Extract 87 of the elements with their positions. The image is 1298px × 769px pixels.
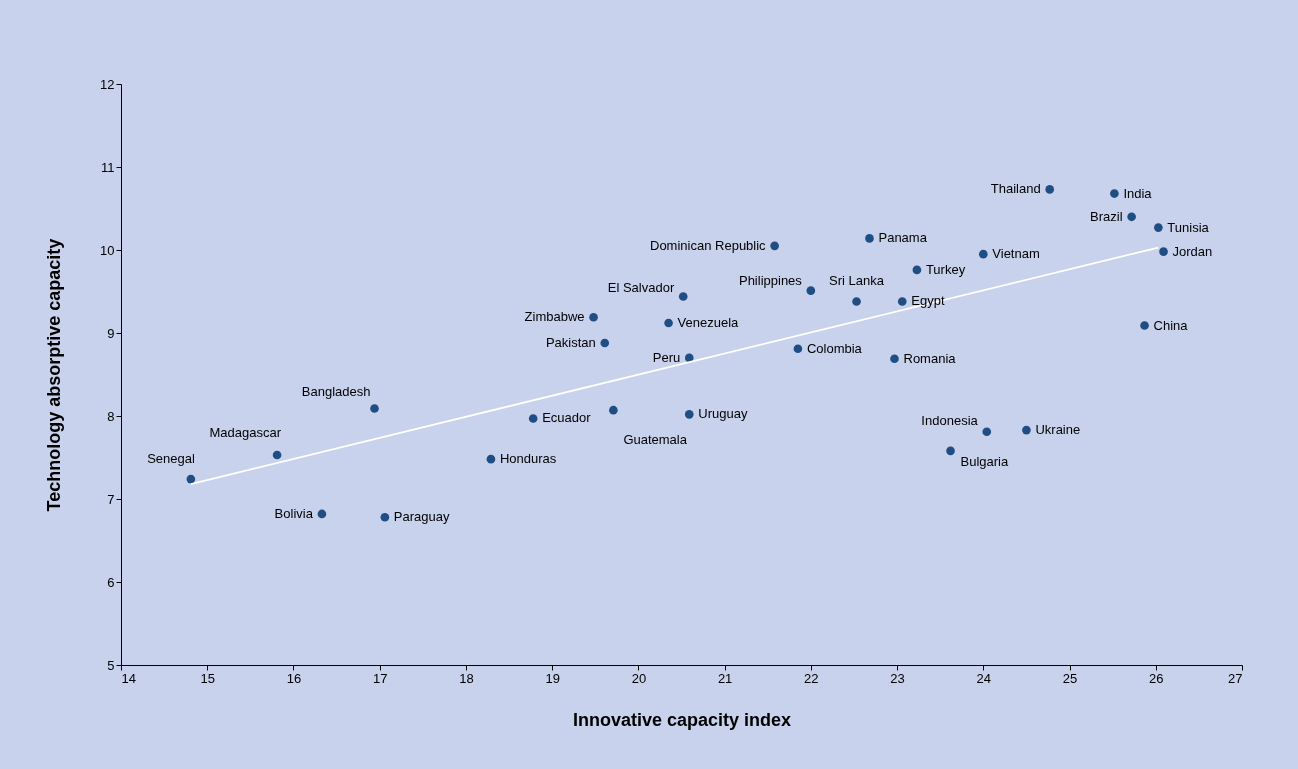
point — [982, 427, 992, 437]
annotation: Ukraine — [1035, 422, 1081, 438]
annotation: Venezuela — [677, 315, 740, 331]
x-tick-label: 24 — [976, 670, 992, 686]
x-tick-label: 14 — [121, 670, 136, 686]
annotation: Philippines — [738, 272, 803, 288]
x-tick-label: 20 — [631, 670, 647, 686]
point — [1154, 223, 1163, 232]
point — [946, 446, 955, 456]
annotation: Peru — [652, 349, 681, 365]
annotation: El Salvador — [607, 280, 675, 296]
point — [380, 512, 390, 522]
point — [589, 312, 598, 322]
annotation: Romania — [903, 350, 957, 366]
annotation: Vietnam — [992, 246, 1040, 262]
annotation: Bangladesh — [301, 383, 371, 399]
x-tick-label: 23 — [890, 670, 905, 686]
point — [528, 414, 538, 423]
point — [609, 405, 618, 415]
point — [1045, 185, 1055, 194]
point — [486, 454, 496, 464]
annotation: Guatemala — [623, 432, 688, 448]
annotation: Colombia — [806, 340, 863, 356]
annotation: Bolivia — [274, 505, 314, 521]
annotation: China — [1153, 317, 1189, 333]
annotation: Jordan — [1172, 243, 1213, 259]
annotation: Paraguay — [393, 509, 451, 525]
point — [865, 234, 874, 243]
point — [890, 354, 899, 364]
annotation: Dominican Republic — [650, 237, 767, 253]
annotation: India — [1123, 185, 1153, 201]
x-tick-label: 27 — [1228, 670, 1243, 686]
annotation: Brazil — [1090, 208, 1123, 224]
point — [806, 286, 816, 295]
annotation: Madagascar — [209, 425, 282, 441]
x-tick-label: 26 — [1149, 670, 1164, 686]
point — [912, 265, 922, 275]
y-axis-title: Technology absorptive capacity — [44, 238, 65, 512]
annotation: Panama — [878, 230, 928, 246]
annotation: Bulgaria — [960, 453, 1010, 469]
point — [978, 249, 988, 259]
point — [186, 474, 196, 484]
x-tick-label: 18 — [459, 670, 474, 686]
annotation: Senegal — [147, 451, 195, 467]
point — [793, 344, 803, 354]
y-tick-label: 11 — [101, 159, 115, 175]
point — [1127, 212, 1136, 222]
point — [1110, 189, 1119, 198]
annotation: Tunisia — [1167, 219, 1210, 235]
point — [684, 410, 694, 419]
annotation: Indonesia — [921, 412, 979, 428]
point — [852, 297, 861, 306]
x-tick-label: 16 — [286, 670, 302, 686]
y-tick-label: 5 — [107, 657, 115, 673]
annotation: Sri Lanka — [829, 273, 885, 289]
x-tick-label: 15 — [200, 670, 215, 686]
annotation: Egypt — [911, 293, 945, 309]
point — [272, 450, 282, 460]
point — [1159, 247, 1168, 256]
point — [678, 292, 688, 301]
y-tick-label: 9 — [107, 325, 115, 341]
annotation: Thailand — [990, 181, 1041, 197]
y-tick-label: 6 — [107, 574, 115, 590]
point — [770, 241, 779, 251]
point — [897, 297, 907, 306]
point — [1140, 321, 1149, 330]
y-tick-label: 10 — [100, 242, 115, 258]
x-tick-label: 22 — [804, 670, 819, 686]
point — [317, 509, 327, 519]
point — [600, 338, 610, 348]
x-tick-label: 19 — [545, 670, 560, 686]
point — [1022, 425, 1031, 435]
x-axis-title: Innovative capacity index — [572, 709, 792, 730]
x-tick-label: 21 — [717, 670, 733, 686]
point — [370, 404, 379, 413]
annotation: Uruguay — [698, 406, 748, 422]
point — [664, 318, 673, 328]
y-tick-label: 8 — [107, 408, 115, 424]
annotation: Ecuador — [542, 410, 592, 426]
annotation: Honduras — [499, 451, 557, 467]
x-tick-label: 17 — [372, 670, 388, 686]
y-tick-label: 7 — [107, 491, 115, 507]
y-tick-label: 12 — [100, 76, 115, 92]
annotation: Pakistan — [545, 334, 596, 350]
annotation: Zimbabwe — [524, 309, 585, 325]
x-tick-label: 25 — [1062, 670, 1078, 686]
annotation: Turkey — [925, 261, 966, 277]
